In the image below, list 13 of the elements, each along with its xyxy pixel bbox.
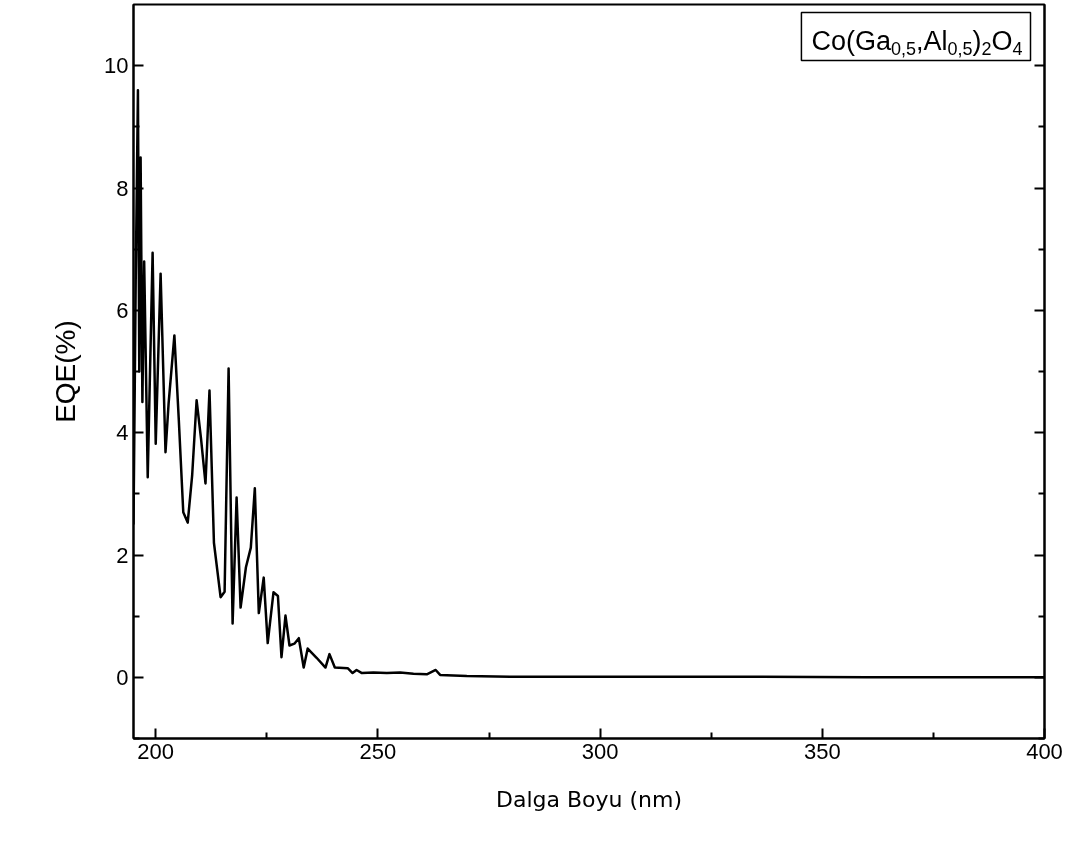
x-axis-title: Dalga Boyu (nm) [495,786,683,812]
x-tick-label: 350 [803,738,841,764]
y-tick-label: 10 [104,53,129,79]
y-tick-label: 6 [116,297,129,323]
x-tick-label: 300 [581,738,619,764]
x-tick-label: 250 [359,738,397,764]
y-tick-label: 4 [116,420,129,446]
y-axis-title: EQE(%) [50,320,82,423]
x-tick-label: 200 [137,738,175,764]
y-tick-label: 0 [116,664,129,690]
x-tick-label: 400 [1026,738,1063,764]
y-tick-label: 2 [116,542,129,568]
y-tick-label: 8 [116,175,129,201]
